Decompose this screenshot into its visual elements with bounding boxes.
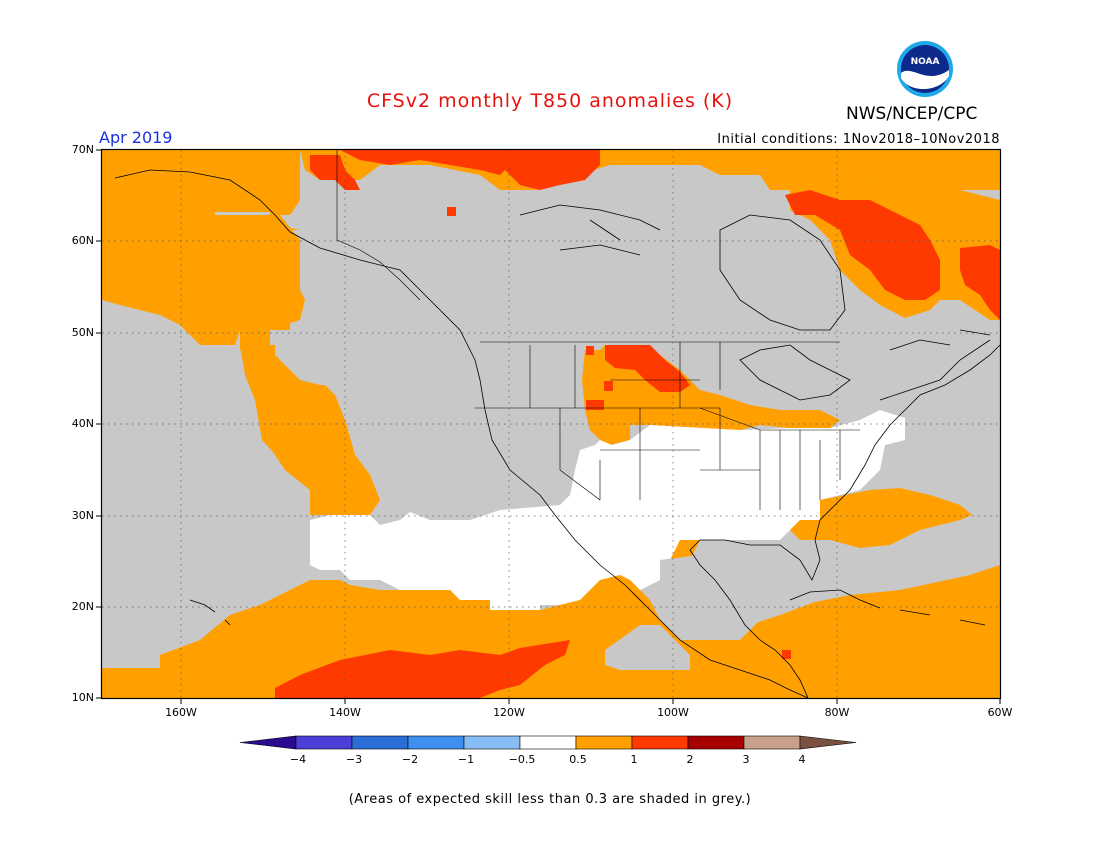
- warm-1-2-area: [785, 190, 940, 300]
- warm-1-2-area: [960, 245, 1000, 320]
- lat-label-70n: 70N: [71, 143, 94, 156]
- lon-label-160w: 160W: [165, 706, 197, 719]
- axis-ticks: [96, 149, 1001, 704]
- colorbar-tick-label: −0.5: [508, 753, 536, 766]
- warm-area: [102, 192, 300, 345]
- skill-grey-area: [660, 540, 880, 640]
- lon-label-140w: 140W: [329, 706, 361, 719]
- colorbar-segment: [687, 735, 745, 750]
- colorbar-segment: [631, 735, 689, 750]
- warm-area: [102, 565, 1000, 698]
- warm-1-2-area: [310, 155, 360, 190]
- lat-label-60n: 60N: [71, 234, 94, 247]
- warm-1-2-area: [275, 640, 570, 698]
- lon-label-60w: 60W: [987, 706, 1013, 719]
- warm-area: [240, 345, 380, 515]
- warm-1-2-area: [586, 400, 604, 410]
- lat-label-10n: 10N: [71, 691, 94, 704]
- initial-conditions: Initial conditions: 1Nov2018–10Nov2018: [717, 132, 1000, 147]
- organization-label: NWS/NCEP/CPC: [846, 104, 978, 124]
- colorbar-tick-label: 1: [630, 753, 638, 766]
- colorbar-tick-label: −2: [401, 753, 419, 766]
- colorbar-tick-label: 3: [742, 753, 750, 766]
- warm-1-2-area: [586, 346, 594, 355]
- warm-area: [790, 488, 972, 548]
- forecast-month: Apr 2019: [99, 128, 173, 147]
- colorbar-tick-label: −4: [289, 753, 307, 766]
- skill-grey-area: [605, 625, 690, 670]
- lat-label-50n: 50N: [71, 326, 94, 339]
- colorbar-segment: [295, 735, 353, 750]
- colorbar-segment: [799, 735, 857, 750]
- lon-label-80w: 80W: [824, 706, 850, 719]
- colorbar-segment: [575, 735, 633, 750]
- skill-footnote: (Areas of expected skill less than 0.3 a…: [348, 792, 752, 807]
- lat-label-40n: 40N: [71, 417, 94, 430]
- lat-label-30n: 30N: [71, 509, 94, 522]
- colorbar-segment: [463, 735, 521, 750]
- colorbar-segment: [239, 735, 297, 750]
- lon-label-100w: 100W: [657, 706, 689, 719]
- lon-label-120w: 120W: [493, 706, 525, 719]
- neutral-area: [630, 560, 665, 590]
- colorbar-tick-label: −1: [457, 753, 475, 766]
- colorbar-segment: [407, 735, 465, 750]
- warm-1-2-area: [340, 150, 510, 175]
- logo-text: NOAA: [911, 57, 940, 67]
- colorbar: [239, 735, 857, 750]
- colorbar-tick-label: 4: [798, 753, 806, 766]
- colorbar-segment: [351, 735, 409, 750]
- colorbar-tick-label: 0.5: [569, 753, 587, 766]
- graticule: [102, 150, 1000, 698]
- colorbar-tick-label: 2: [686, 753, 694, 766]
- warm-1-2-area: [782, 650, 791, 659]
- colorbar-segment: [519, 735, 577, 750]
- warm-1-2-area: [604, 381, 613, 391]
- chart-title: CFSv2 monthly T850 anomalies (K): [366, 90, 734, 112]
- political-borders: [336, 150, 860, 510]
- colorbar-tick-label: −3: [345, 753, 363, 766]
- warm-area: [670, 540, 700, 560]
- colorbar-segment: [743, 735, 801, 750]
- coastlines: [114, 169, 1001, 699]
- neutral-area: [310, 410, 905, 610]
- warm-1-2-area: [447, 207, 456, 216]
- warm-area: [102, 150, 300, 212]
- noaa-logo: NOAA: [896, 40, 954, 98]
- warm-1-2-area: [500, 150, 600, 190]
- lat-label-20n: 20N: [71, 600, 94, 613]
